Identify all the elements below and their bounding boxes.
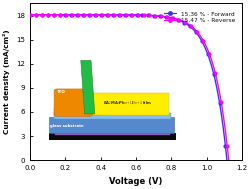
Legend: 15.36 % - Forward, 15.47 % - Reverse: 15.36 % - Forward, 15.47 % - Reverse — [162, 9, 236, 25]
X-axis label: Voltage (V): Voltage (V) — [109, 177, 162, 186]
Y-axis label: Current density (mA/cm²): Current density (mA/cm²) — [4, 29, 10, 134]
